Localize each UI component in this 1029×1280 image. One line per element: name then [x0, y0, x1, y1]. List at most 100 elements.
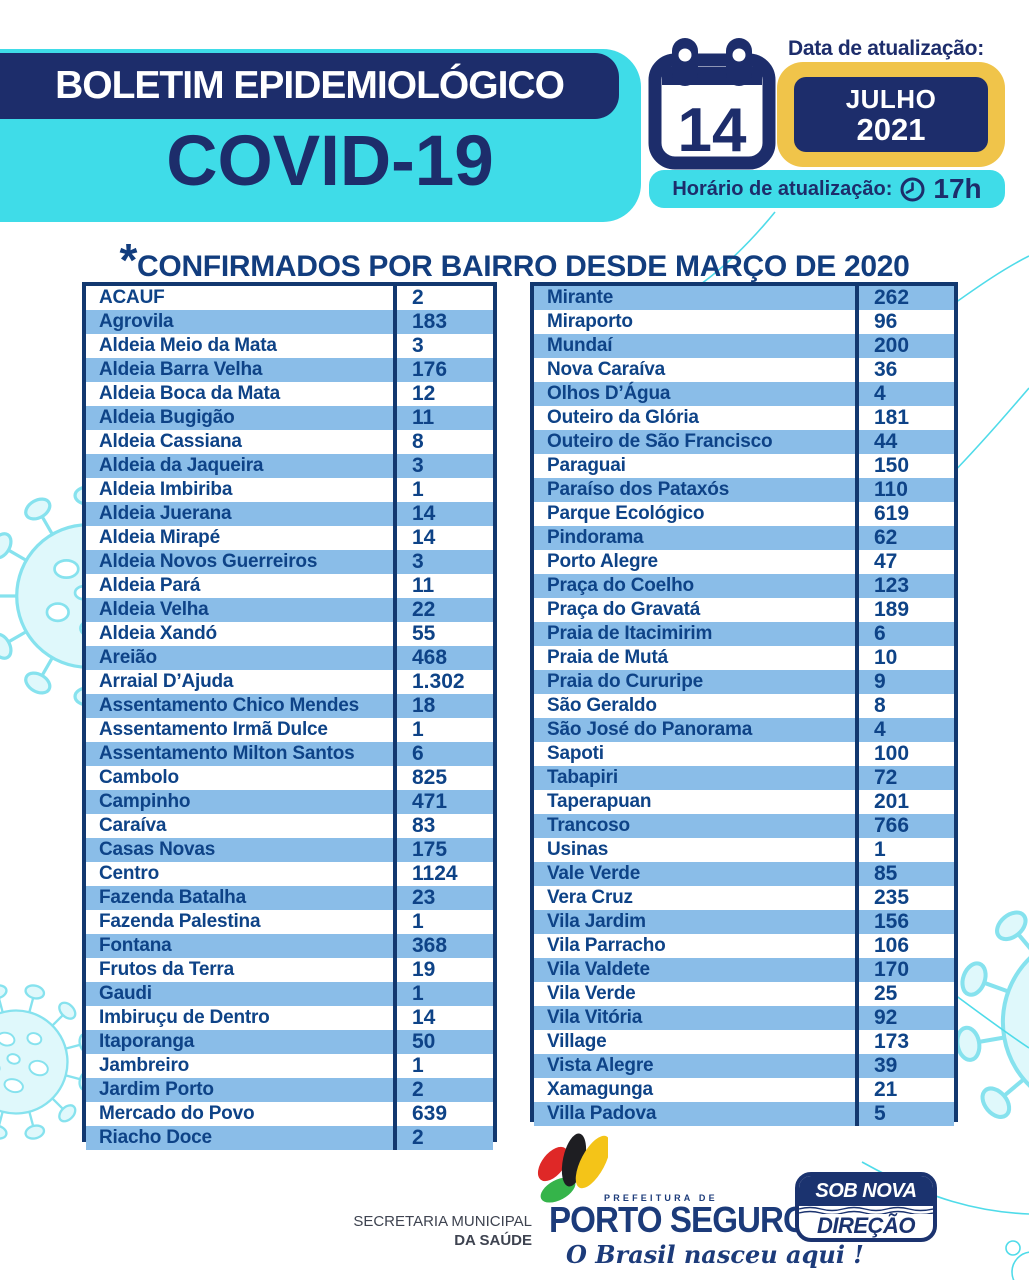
- table-row: Olhos D’Água 4: [534, 382, 954, 406]
- cases-table-left: ACAUF 2 Agrovila 183 Aldeia Meio da Mata 3 Ald…: [82, 282, 497, 1150]
- bairro-name: Centro: [99, 863, 160, 884]
- bairro-name: Aldeia Novos Guerreiros: [99, 551, 318, 572]
- table-row: Aldeia Cassiana 8: [86, 430, 493, 454]
- case-count: 83: [393, 814, 493, 838]
- table-row: Praia de Mutá 10: [534, 646, 954, 670]
- bairro-name: Vila Verde: [547, 983, 636, 1004]
- table-row: Itaporanga 50: [86, 1030, 493, 1054]
- bairro-name: Mercado do Povo: [99, 1103, 255, 1124]
- bairro-name: Xamagunga: [547, 1079, 653, 1100]
- bairro-name: Assentamento Chico Mendes: [99, 695, 359, 716]
- bairro-name: Vila Jardim: [547, 911, 646, 932]
- case-count: 8: [855, 694, 954, 718]
- bairro-name: Assentamento Irmã Dulce: [99, 719, 328, 740]
- case-count: 18: [393, 694, 493, 718]
- table-row: Frutos da Terra 19: [86, 958, 493, 982]
- table-row: Aldeia Xandó 55: [86, 622, 493, 646]
- table-row: Arraial D’Ajuda 1.302: [86, 670, 493, 694]
- case-count: 825: [393, 766, 493, 790]
- case-count: 11: [393, 574, 493, 598]
- bairro-name: Praia de Mutá: [547, 647, 668, 668]
- month-year-box: JULHO 2021: [777, 62, 1005, 167]
- case-count: 1: [393, 718, 493, 742]
- table-row: Caraíva 83: [86, 814, 493, 838]
- bairro-name: Assentamento Milton Santos: [99, 743, 355, 764]
- case-count: 2: [393, 1126, 493, 1150]
- table-row: Vila Valdete 170: [534, 958, 954, 982]
- section-title-text: CONFIRMADOS POR BAIRRO DESDE MARÇO DE 20…: [137, 250, 910, 283]
- bairro-name: Praça do Coelho: [547, 575, 694, 596]
- decorative-line: [947, 387, 1029, 479]
- badge-wave-lines: [799, 1206, 933, 1214]
- case-count: 3: [393, 550, 493, 574]
- header-navy-band: BOLETIM EPIDEMIOLÓGICO: [0, 53, 619, 119]
- secretariat-label: SECRETARIA MUNICIPAL DA SAÚDE: [352, 1212, 532, 1250]
- case-count: 3: [393, 454, 493, 478]
- table-row: Aldeia da Jaqueira 3: [86, 454, 493, 478]
- table-row: Vista Alegre 39: [534, 1054, 954, 1078]
- table-row: Fazenda Palestina 1: [86, 910, 493, 934]
- bairro-name: Mirante: [547, 287, 614, 308]
- table-row: Village 173: [534, 1030, 954, 1054]
- porto-seguro-leaf-logo-icon: [536, 1128, 611, 1213]
- table-row: Aldeia Barra Velha 176: [86, 358, 493, 382]
- case-count: 150: [855, 454, 954, 478]
- case-count: 262: [855, 286, 954, 310]
- secretariat-line2: DA SAÚDE: [454, 1232, 532, 1249]
- case-count: 100: [855, 742, 954, 766]
- case-count: 1: [393, 478, 493, 502]
- month-label: JULHO: [845, 84, 937, 114]
- clock-icon: [899, 176, 926, 203]
- bairro-name: Praça do Gravatá: [547, 599, 701, 620]
- city-logo-text: PORTO SEGURO: [549, 1199, 809, 1240]
- sob-nova-direcao-badge: SOB NOVA DIREÇÃO: [795, 1172, 937, 1242]
- table-row: Usinas 1: [534, 838, 954, 862]
- case-count: 22: [393, 598, 493, 622]
- bairro-name: Paraíso dos Pataxós: [547, 479, 730, 500]
- table-row: Taperapuan 201: [534, 790, 954, 814]
- bairro-name: Jambreiro: [99, 1055, 190, 1076]
- table-row: Vera Cruz 235: [534, 886, 954, 910]
- table-row: Cambolo 825: [86, 766, 493, 790]
- bairro-name: Aldeia Pará: [99, 575, 201, 596]
- section-title: *CONFIRMADOS POR BAIRRO DESDE MARÇO DE 2…: [0, 233, 1029, 287]
- table-row: Campinho 471: [86, 790, 493, 814]
- table-row: Areião 468: [86, 646, 493, 670]
- bairro-name: Aldeia Velha: [99, 599, 209, 620]
- table-row: Aldeia Pará 11: [86, 574, 493, 598]
- case-count: 4: [855, 718, 954, 742]
- bairro-name: Frutos da Terra: [99, 959, 234, 980]
- table-row: Assentamento Irmã Dulce 1: [86, 718, 493, 742]
- update-time-value: 17h: [933, 173, 982, 204]
- bairro-name: Agrovila: [99, 311, 174, 332]
- table-row: Sapoti 100: [534, 742, 954, 766]
- bairro-name: Fontana: [99, 935, 172, 956]
- case-count: 200: [855, 334, 954, 358]
- table-row: Outeiro de São Francisco 44: [534, 430, 954, 454]
- asterisk-marker: *: [119, 234, 138, 286]
- case-count: 123: [855, 574, 954, 598]
- case-count: 173: [855, 1030, 954, 1054]
- bairro-name: Aldeia Cassiana: [99, 431, 242, 452]
- case-count: 85: [855, 862, 954, 886]
- table-row: Aldeia Boca da Mata 12: [86, 382, 493, 406]
- bairro-name: Cambolo: [99, 767, 179, 788]
- bulletin-title: BOLETIM EPIDEMIOLÓGICO: [55, 64, 565, 107]
- case-count: 201: [855, 790, 954, 814]
- case-count: 766: [855, 814, 954, 838]
- case-count: 6: [393, 742, 493, 766]
- table-row: Praia de Itacimirim 6: [534, 622, 954, 646]
- table-row: Jambreiro 1: [86, 1054, 493, 1078]
- bairro-name: Riacho Doce: [99, 1127, 212, 1148]
- case-count: 10: [855, 646, 954, 670]
- case-count: 471: [393, 790, 493, 814]
- decorative-circle: [1011, 1251, 1029, 1280]
- table-row: Trancoso 766: [534, 814, 954, 838]
- bairro-name: Aldeia Juerana: [99, 503, 232, 524]
- table-row: São Geraldo 8: [534, 694, 954, 718]
- decorative-circle: [1005, 1240, 1021, 1256]
- table-row: Assentamento Chico Mendes 18: [86, 694, 493, 718]
- bairro-name: Praia de Itacimirim: [547, 623, 713, 644]
- case-count: 176: [393, 358, 493, 382]
- table-row: Vila Jardim 156: [534, 910, 954, 934]
